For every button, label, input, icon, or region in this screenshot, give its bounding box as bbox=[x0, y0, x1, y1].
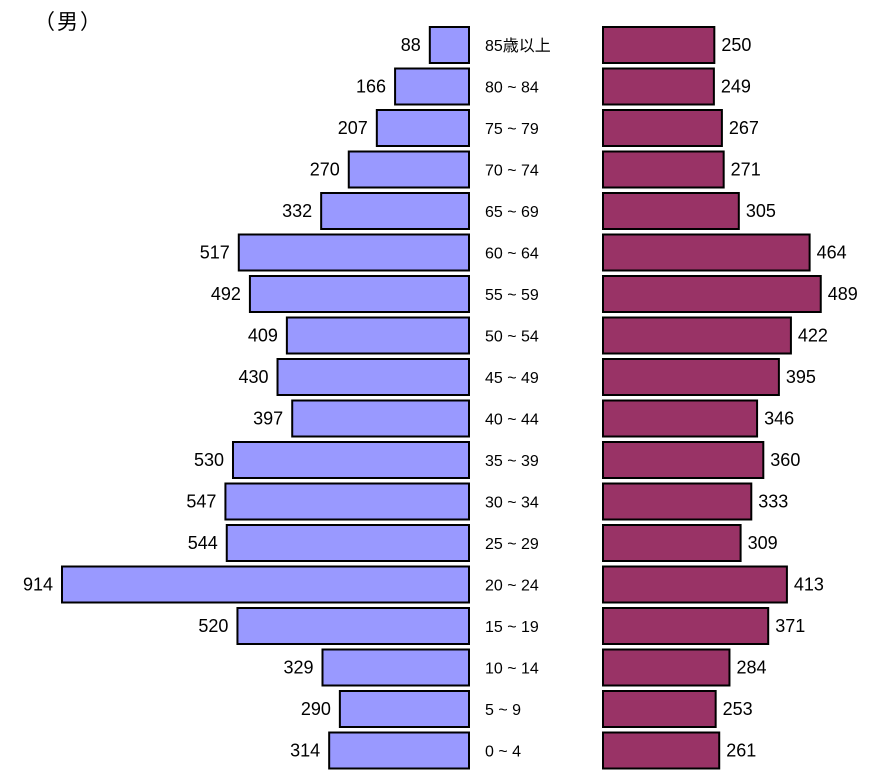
left-bar bbox=[233, 442, 469, 478]
left-bar bbox=[395, 69, 469, 105]
left-value-label: 332 bbox=[282, 201, 312, 221]
age-group-label: 50 ~ 54 bbox=[485, 329, 539, 346]
age-group-label: 20 ~ 24 bbox=[485, 578, 539, 595]
right-bar bbox=[603, 733, 719, 769]
left-value-label: 397 bbox=[253, 409, 283, 429]
left-value-label: 547 bbox=[186, 492, 216, 512]
left-bar bbox=[329, 733, 469, 769]
right-bar bbox=[603, 110, 722, 146]
right-bar bbox=[603, 69, 714, 105]
right-value-label: 464 bbox=[817, 243, 847, 263]
left-value-label: 914 bbox=[23, 575, 53, 595]
left-value-label: 329 bbox=[283, 658, 313, 678]
age-group-label: 45 ~ 49 bbox=[485, 370, 539, 387]
right-value-label: 250 bbox=[721, 35, 751, 55]
left-bar bbox=[237, 608, 469, 644]
left-bar bbox=[349, 152, 469, 188]
age-group-label: 30 ~ 34 bbox=[485, 495, 539, 512]
right-value-label: 360 bbox=[770, 450, 800, 470]
right-value-label: 371 bbox=[775, 616, 805, 636]
right-bar bbox=[603, 650, 729, 686]
right-bar bbox=[603, 608, 768, 644]
left-bar bbox=[250, 276, 469, 312]
left-value-label: 517 bbox=[200, 243, 230, 263]
right-bar bbox=[603, 442, 763, 478]
left-bar bbox=[287, 318, 469, 354]
right-bar bbox=[603, 567, 787, 603]
age-group-label: 75 ~ 79 bbox=[485, 121, 539, 138]
right-bar bbox=[603, 152, 724, 188]
right-value-label: 305 bbox=[746, 201, 776, 221]
left-value-label: 544 bbox=[188, 533, 218, 553]
left-value-label: 492 bbox=[211, 284, 241, 304]
right-value-label: 261 bbox=[726, 741, 756, 761]
age-group-label: 65 ~ 69 bbox=[485, 204, 539, 221]
age-group-label: 25 ~ 29 bbox=[485, 536, 539, 553]
age-group-label: 80 ~ 84 bbox=[485, 80, 539, 97]
right-bar bbox=[603, 401, 757, 437]
left-value-label: 88 bbox=[401, 35, 421, 55]
left-value-label: 530 bbox=[194, 450, 224, 470]
left-value-label: 166 bbox=[356, 77, 386, 97]
right-value-label: 267 bbox=[729, 118, 759, 138]
age-group-label: 60 ~ 64 bbox=[485, 246, 539, 263]
left-value-label: 430 bbox=[238, 367, 268, 387]
age-group-label: 5 ~ 9 bbox=[485, 702, 521, 719]
age-group-label: 85歳以上 bbox=[485, 37, 551, 55]
left-bar bbox=[377, 110, 469, 146]
right-value-label: 309 bbox=[748, 533, 778, 553]
age-group-label: 55 ~ 59 bbox=[485, 287, 539, 304]
age-group-label: 40 ~ 44 bbox=[485, 412, 539, 429]
right-value-label: 395 bbox=[786, 367, 816, 387]
left-series-bars bbox=[62, 27, 469, 769]
age-group-labels: 85歳以上 80 ~ 84 75 ~ 79 70 ~ 74 65 ~ 69 60 ~ 64… bbox=[485, 37, 551, 761]
left-bar bbox=[227, 525, 469, 561]
left-value-label: 290 bbox=[301, 699, 331, 719]
right-bar bbox=[603, 484, 751, 520]
left-value-label: 270 bbox=[310, 160, 340, 180]
right-series-value-labels: 250 249 267 271 305 464 489 422 395 346 360 333 309 4… bbox=[721, 35, 858, 761]
right-value-label: 249 bbox=[721, 77, 751, 97]
right-value-label: 253 bbox=[723, 699, 753, 719]
right-bar bbox=[603, 525, 741, 561]
right-value-label: 422 bbox=[798, 326, 828, 346]
age-group-label: 70 ~ 74 bbox=[485, 163, 539, 180]
left-bar bbox=[340, 691, 469, 727]
left-bar bbox=[278, 359, 469, 395]
left-bar bbox=[239, 235, 469, 271]
age-group-label: 15 ~ 19 bbox=[485, 619, 539, 636]
age-group-label: 0 ~ 4 bbox=[485, 744, 521, 761]
left-bar bbox=[292, 401, 469, 437]
right-value-label: 346 bbox=[764, 409, 794, 429]
right-bar bbox=[603, 235, 810, 271]
right-bar bbox=[603, 193, 739, 229]
left-bar bbox=[322, 650, 469, 686]
age-group-label: 10 ~ 14 bbox=[485, 661, 539, 678]
left-bar bbox=[430, 27, 469, 63]
right-bar bbox=[603, 691, 716, 727]
left-bar bbox=[321, 193, 469, 229]
left-bar bbox=[62, 567, 469, 603]
left-bar bbox=[225, 484, 469, 520]
right-bar bbox=[603, 318, 791, 354]
left-value-label: 314 bbox=[290, 741, 320, 761]
right-bar bbox=[603, 276, 821, 312]
right-bar bbox=[603, 27, 714, 63]
right-value-label: 413 bbox=[794, 575, 824, 595]
right-value-label: 333 bbox=[758, 492, 788, 512]
left-value-label: 409 bbox=[248, 326, 278, 346]
right-series-bars bbox=[603, 27, 821, 769]
age-group-label: 35 ~ 39 bbox=[485, 453, 539, 470]
left-value-label: 207 bbox=[338, 118, 368, 138]
left-value-label: 520 bbox=[198, 616, 228, 636]
right-value-label: 489 bbox=[828, 284, 858, 304]
right-value-label: 271 bbox=[731, 160, 761, 180]
right-bar bbox=[603, 359, 779, 395]
right-value-label: 284 bbox=[736, 658, 766, 678]
